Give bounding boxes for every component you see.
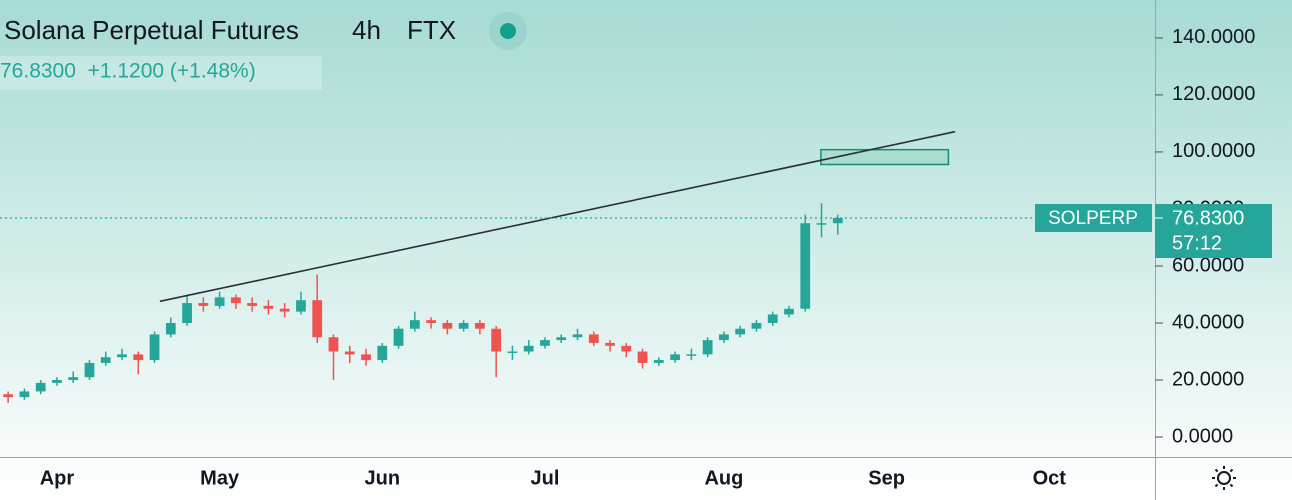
- candle-body: [117, 354, 127, 358]
- plot-area: [3, 130, 956, 403]
- candle-body: [426, 320, 436, 324]
- y-tick-label: 20.0000: [1172, 368, 1244, 390]
- candle-body: [702, 340, 713, 355]
- candle-body: [686, 354, 697, 356]
- candle-body: [491, 328, 502, 352]
- price-badge: [1155, 204, 1272, 259]
- candle-body: [475, 323, 485, 329]
- x-tick-label: Apr: [40, 467, 75, 489]
- candle-body: [214, 297, 225, 306]
- candle-body: [52, 380, 62, 383]
- candle-body: [572, 334, 583, 338]
- candle-body: [653, 360, 664, 363]
- last-price-label: 76.8300: [1172, 207, 1244, 229]
- trend-line: [159, 130, 956, 303]
- candle-body: [637, 351, 648, 363]
- candle-body: [328, 337, 339, 352]
- exchange: FTX: [407, 15, 456, 45]
- x-tick-label: Oct: [1033, 467, 1067, 489]
- candle-body: [296, 300, 306, 312]
- candle-body: [198, 303, 209, 306]
- candle-body: [100, 357, 111, 363]
- candle-body: [312, 300, 323, 338]
- candle-body: [344, 351, 355, 355]
- candle-body: [621, 345, 632, 352]
- candle-body: [605, 342, 615, 346]
- price-box: [0, 56, 322, 90]
- target-zone: [820, 148, 950, 166]
- candle-body: [523, 345, 534, 352]
- candle-body: [556, 337, 567, 341]
- candle-body: [247, 303, 258, 306]
- candle-body: [832, 218, 843, 224]
- candle-body: [393, 328, 404, 346]
- y-tick-label: 40.0000: [1172, 311, 1244, 333]
- candle-body: [800, 223, 811, 309]
- candle-body: [816, 223, 827, 225]
- candle-body: [458, 323, 469, 329]
- y-tick-label: 120.0000: [1172, 83, 1255, 105]
- candle-body: [670, 354, 680, 361]
- candle-body: [68, 377, 79, 381]
- settings-icon[interactable]: [1212, 466, 1236, 490]
- candle-body: [19, 391, 30, 398]
- countdown: 57:12: [1172, 232, 1222, 254]
- candle-body: [377, 345, 388, 361]
- y-tick-label: 140.0000: [1172, 26, 1255, 48]
- x-tick-label: Jul: [531, 467, 560, 489]
- candle-body: [588, 334, 599, 343]
- candle-body: [507, 351, 518, 354]
- candle-body: [409, 320, 420, 329]
- y-tick-label: 0.0000: [1172, 425, 1233, 447]
- candle-body: [3, 394, 14, 398]
- x-tick-label: Aug: [704, 467, 743, 489]
- candle-body: [84, 362, 95, 378]
- x-tick-label: Sep: [868, 467, 905, 489]
- candle-body: [442, 323, 453, 329]
- candle-body: [182, 303, 192, 324]
- candle-body: [540, 340, 550, 346]
- candle-body: [279, 308, 290, 312]
- candle-body: [133, 354, 144, 361]
- x-tick-label: May: [200, 467, 240, 489]
- candle-body: [231, 297, 241, 304]
- candle-body: [149, 334, 160, 361]
- symbol-badge: [1035, 204, 1152, 233]
- candle-body: [165, 323, 176, 335]
- interval: 4h: [352, 15, 381, 45]
- x-tick-label: Jun: [365, 467, 401, 489]
- status-dot[interactable]: [500, 23, 516, 39]
- candle-body: [263, 305, 274, 309]
- candle-body: [784, 308, 794, 315]
- candle-body: [751, 323, 762, 329]
- price-change: 76.8300 +1.1200 (+1.48%): [0, 60, 256, 83]
- chart-title: Solana Perpetual Futures: [4, 15, 299, 45]
- candle-body: [361, 354, 371, 361]
- candle-body: [35, 382, 46, 392]
- y-tick-label: 100.0000: [1172, 140, 1255, 162]
- candle-body: [719, 334, 729, 341]
- symbol-label: SOLPERP: [1048, 208, 1138, 229]
- candle-body: [735, 328, 746, 335]
- candle-body: [767, 314, 778, 324]
- y-tick-label: 60.0000: [1172, 254, 1244, 276]
